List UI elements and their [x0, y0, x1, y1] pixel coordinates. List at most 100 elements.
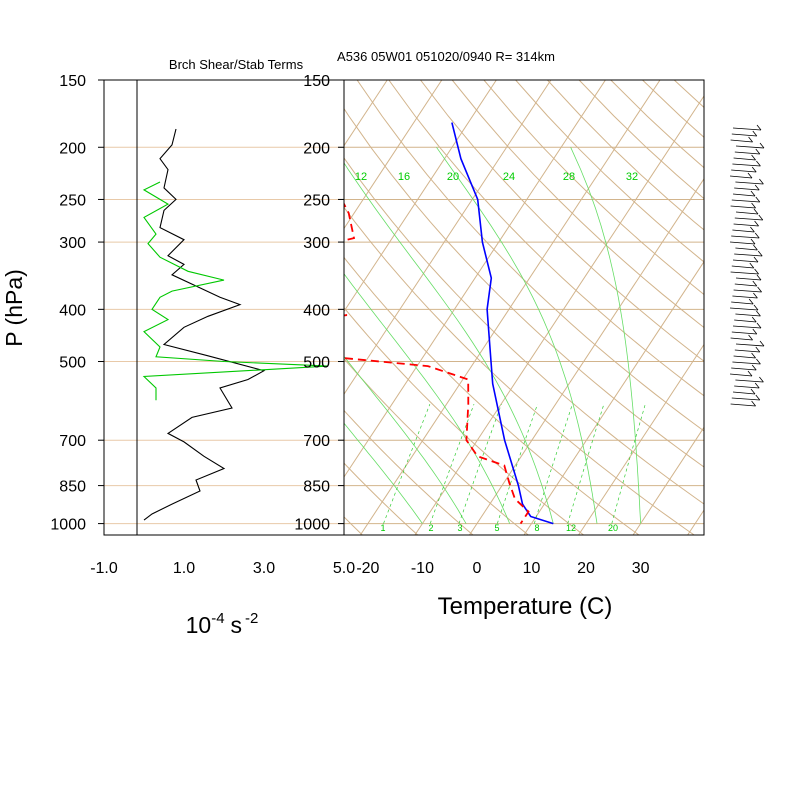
dry-adiabat-line — [706, 80, 800, 535]
moist-adiabat-line — [570, 147, 641, 524]
wind-barb-flag — [755, 394, 761, 401]
wind-barb — [734, 151, 760, 155]
skewt-ytick-label-1000: 1000 — [294, 517, 330, 534]
wind-barb-flag — [747, 172, 753, 179]
wind-barb — [730, 139, 753, 143]
skewt-ytick-label-250: 250 — [303, 192, 330, 209]
wind-barb-flag — [756, 274, 762, 281]
dewpoint-profile-line — [344, 202, 530, 525]
wind-barb-flag — [747, 370, 753, 377]
isotherm-line — [344, 80, 606, 478]
wind-barb — [733, 355, 756, 359]
wind-barb — [730, 403, 756, 407]
moist-adiabat-line — [436, 147, 598, 524]
wind-barb-flag — [753, 292, 758, 299]
moist-adiabat-line — [344, 162, 554, 524]
wind-barb — [731, 397, 760, 401]
wind-barb — [731, 133, 757, 137]
dry-adiabat-line — [610, 80, 704, 169]
wind-barb — [735, 277, 762, 281]
wind-barb — [730, 337, 753, 341]
wind-barb-flag — [755, 196, 761, 203]
wind-barb-flag — [751, 166, 757, 173]
mixing-ratio-line — [429, 403, 475, 524]
mixing-ratio-label-24: 24 — [503, 171, 515, 183]
wind-barb-flag — [756, 160, 761, 167]
dry-adiabat-line — [344, 206, 695, 535]
mixing-ratio-bottom-label-1: 1 — [380, 523, 385, 533]
y-axis-label: P (hPa) — [1, 269, 27, 347]
temperature-profile-line — [451, 122, 554, 525]
wind-barb-flag — [758, 214, 764, 221]
wind-barb — [735, 343, 765, 347]
mixing-ratio-label-16: 16 — [398, 171, 410, 183]
isotherm-line — [414, 95, 704, 535]
wind-barb-flag — [748, 334, 753, 341]
temperature-tick-label-1: -10 — [411, 560, 434, 577]
isotherm-line — [742, 80, 800, 535]
wind-barb — [732, 163, 761, 167]
temperature-tick-label-3: 10 — [523, 560, 541, 577]
left-xtick-label-3: 5.0 — [333, 560, 355, 577]
isotherm-line — [632, 426, 704, 535]
skewt-plot-frame — [343, 79, 705, 536]
wind-barb — [733, 289, 762, 293]
isotherm-line — [469, 177, 704, 535]
wind-barb — [732, 295, 758, 299]
mixing-ratio-line — [567, 403, 605, 524]
left-ytick-label-150: 150 — [59, 73, 86, 90]
skewt-ytick-label-500: 500 — [303, 355, 330, 372]
skewt-ytick-label-850: 850 — [303, 479, 330, 496]
wind-barb — [731, 265, 754, 269]
shear-stab-black-line — [143, 128, 266, 521]
left-xtick-label-0: -1.0 — [90, 560, 118, 577]
wind-barb-flag — [748, 298, 754, 305]
dry-adiabat-line — [344, 306, 584, 535]
wind-barb — [730, 205, 756, 209]
left-ytick-label-500: 500 — [59, 355, 86, 372]
wind-barb — [732, 361, 761, 365]
mixing-ratio-line — [533, 403, 573, 524]
skewt-ytick-label-700: 700 — [303, 433, 330, 450]
mixing-ratio-line — [611, 404, 646, 524]
mixing-ratio-label-20: 20 — [447, 171, 459, 183]
left-ytick-label-250: 250 — [59, 192, 86, 209]
wind-barb — [735, 181, 764, 185]
dry-adiabat-line — [738, 80, 800, 535]
left-ytick-label-700: 700 — [59, 433, 86, 450]
chart-title: A536 05W01 051020/0940 R= 314km — [337, 49, 555, 64]
mixing-ratio-label-28: 28 — [563, 171, 575, 183]
skewt-ytick-label-300: 300 — [303, 235, 330, 252]
wind-barb-flag — [754, 268, 759, 275]
dry-adiabat-line — [673, 80, 704, 109]
dry-adiabat-line — [344, 107, 704, 468]
mixing-ratio-line — [458, 403, 502, 524]
wind-barb-flag — [756, 310, 761, 317]
temperature-tick-label-4: 20 — [577, 560, 595, 577]
wind-barb-flag — [756, 124, 762, 131]
isotherm-line — [523, 260, 704, 535]
dry-adiabat-line — [344, 462, 419, 535]
wind-barb — [734, 217, 763, 221]
dry-adiabat-line — [344, 409, 474, 535]
mixing-ratio-labels: 12 16 20 24 28 321 2 3 5 8 12 20 — [355, 171, 638, 533]
mixing-ratio-bottom-label-5: 5 — [494, 523, 499, 533]
wind-barb-flag — [753, 256, 759, 263]
left-ytick-label-850: 850 — [59, 479, 86, 496]
wind-barb-flag — [751, 364, 757, 371]
skewt-series-group — [344, 122, 554, 525]
wind-barb — [734, 385, 760, 389]
mixing-ratio-bottom-label-12: 12 — [566, 523, 576, 533]
dry-adiabat-line — [8, 80, 251, 535]
moist-adiabat-line — [344, 355, 467, 524]
skewt-panel: A536 05W01 051020/0940 R= 314km 12 16 20 24… — [8, 49, 800, 620]
wind-barb-flag — [750, 226, 755, 233]
skewt-ytick-label-150: 150 — [303, 73, 330, 90]
isotherm-line — [344, 80, 552, 396]
left-series-group — [142, 128, 329, 521]
wind-barb-flag — [748, 136, 753, 143]
wind-barbs — [729, 124, 765, 407]
mixing-ratio-bottom-label-8: 8 — [534, 523, 539, 533]
mixing-ratio-bottom-label-3: 3 — [457, 523, 462, 533]
wind-barb — [732, 391, 756, 395]
